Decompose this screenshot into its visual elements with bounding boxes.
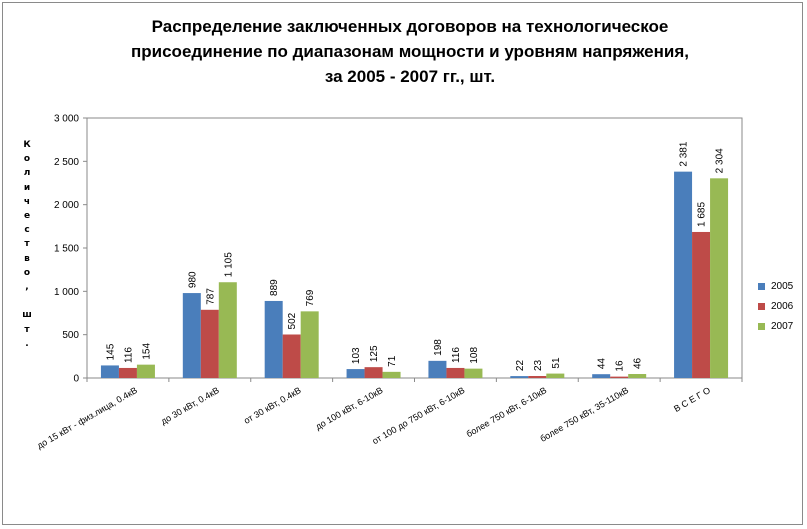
bar-2005 xyxy=(428,360,447,378)
data-label: 1 685 xyxy=(697,202,708,227)
y-axis-label-char: е xyxy=(23,211,31,222)
bar-2005 xyxy=(264,300,283,378)
data-label: 2 381 xyxy=(679,141,690,166)
data-label: 103 xyxy=(351,347,362,364)
bar-2006 xyxy=(692,231,711,378)
bar-2007 xyxy=(710,178,729,378)
y-axis-label-char: с xyxy=(24,225,30,236)
bar-2007 xyxy=(382,371,401,378)
y-tick-label: 3 000 xyxy=(54,114,79,125)
chart-title-line-3: за 2005 - 2007 гг., шт. xyxy=(324,67,496,86)
data-label: 51 xyxy=(551,357,562,369)
bar-2006 xyxy=(364,367,383,378)
y-tick-label: 0 xyxy=(73,374,79,385)
x-tick-label: от 30 кВт, 0.4кВ xyxy=(242,385,303,426)
bar-2007 xyxy=(628,374,647,378)
y-axis-label-char: . xyxy=(25,338,29,349)
legend-item-2006: 2006 xyxy=(758,296,793,316)
x-tick-label: до 30 кВт, 0.4кВ xyxy=(159,385,221,426)
x-tick-label: В С Е Г О xyxy=(672,385,712,414)
y-axis-label-char: и xyxy=(23,182,31,193)
legend: 2005 2006 2007 xyxy=(758,276,793,336)
bar-2007 xyxy=(136,364,155,378)
bar-2007 xyxy=(218,282,237,378)
data-label: 116 xyxy=(451,347,462,363)
y-axis-label-char: ш xyxy=(22,310,32,321)
data-label: 125 xyxy=(369,345,380,362)
data-label: 502 xyxy=(287,312,298,329)
data-label: 71 xyxy=(387,355,398,367)
legend-swatch xyxy=(758,322,765,330)
y-axis-label-char: , xyxy=(25,282,29,293)
y-axis-label-char: К xyxy=(23,140,31,150)
legend-label: 2007 xyxy=(771,320,794,332)
data-label: 145 xyxy=(105,343,116,360)
y-tick-label: 1 000 xyxy=(54,287,79,298)
bar-2007 xyxy=(464,368,483,378)
data-label: 769 xyxy=(305,289,316,306)
bar-2006 xyxy=(610,376,629,378)
y-axis-label-char: ч xyxy=(23,196,31,207)
data-label: 116 xyxy=(123,347,134,363)
bar-2005 xyxy=(510,376,529,378)
data-label: 1 105 xyxy=(223,252,234,277)
data-label: 46 xyxy=(633,357,644,369)
legend-swatch xyxy=(758,302,765,310)
bar-2006 xyxy=(118,367,137,378)
chart-title: Распределение заключенных договоров на т… xyxy=(100,14,720,89)
data-label: 16 xyxy=(615,360,626,372)
x-tick-label: более 750 кВт, 35-110кВ xyxy=(538,385,630,444)
legend-label: 2005 xyxy=(771,280,794,292)
x-tick-label: до 15 кВт - физ.лица, 0.4кВ xyxy=(35,385,139,451)
legend-label: 2006 xyxy=(771,300,794,312)
y-tick-label: 500 xyxy=(62,330,79,341)
bar-2005 xyxy=(182,293,201,378)
x-tick-label: до 100 кВт, 6-10кВ xyxy=(314,385,385,432)
data-label: 154 xyxy=(141,343,152,360)
bar-2007 xyxy=(546,373,565,378)
data-label: 44 xyxy=(597,358,608,370)
y-tick-label: 2 500 xyxy=(54,157,79,168)
y-tick-label: 2 000 xyxy=(54,200,79,211)
legend-item-2007: 2007 xyxy=(758,316,793,336)
bar-2005 xyxy=(346,369,365,378)
x-tick-label: от 100 до 750 кВт, 6-10кВ xyxy=(371,385,467,446)
data-label: 787 xyxy=(205,288,216,305)
data-label: 108 xyxy=(469,347,480,364)
bar-2006 xyxy=(200,309,219,378)
data-label: 23 xyxy=(533,359,544,371)
data-label: 22 xyxy=(515,360,526,372)
bar-2007 xyxy=(300,311,319,378)
data-label: 198 xyxy=(433,339,444,356)
x-tick-label: более 750 кВт, 6-10кВ xyxy=(465,385,549,439)
bar-2005 xyxy=(100,365,119,378)
y-axis-label-char: о xyxy=(23,267,31,278)
bar-2006 xyxy=(282,334,301,378)
y-axis-label-char: в xyxy=(24,253,30,264)
data-label: 2 304 xyxy=(715,148,726,173)
chart-title-line-2: присоединение по диапазонам мощности и у… xyxy=(131,42,689,61)
y-axis-label-char: т xyxy=(24,324,30,335)
bar-2006 xyxy=(528,376,547,378)
y-axis-label-char: л xyxy=(23,168,31,179)
bar-2005 xyxy=(592,374,611,378)
chart-title-line-1: Распределение заключенных договоров на т… xyxy=(151,17,669,36)
bar-2005 xyxy=(674,171,693,378)
data-label: 980 xyxy=(187,271,198,288)
y-axis-label-char: о xyxy=(23,154,31,165)
legend-item-2005: 2005 xyxy=(758,276,793,296)
legend-swatch xyxy=(758,282,765,290)
y-axis-label-char: т xyxy=(24,239,30,250)
y-tick-label: 1 500 xyxy=(54,244,79,255)
data-label: 889 xyxy=(269,279,280,296)
bar-2006 xyxy=(446,367,465,378)
